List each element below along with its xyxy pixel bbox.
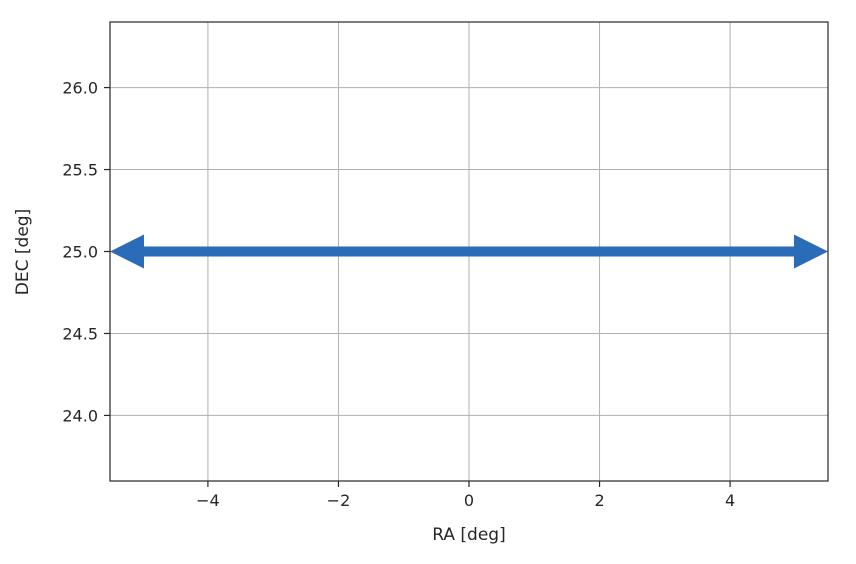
y-axis-label: DEC [deg] <box>13 209 33 295</box>
x-tick-label: 2 <box>594 491 604 510</box>
double-arrow <box>110 234 828 269</box>
y-tick-label: 25.0 <box>62 243 98 262</box>
y-tick-label: 26.0 <box>62 79 98 98</box>
x-tick-label: 4 <box>725 491 735 510</box>
x-tick-label: 0 <box>464 491 474 510</box>
y-ticks: 24.0 24.5 25.0 25.5 26.0 <box>62 79 110 425</box>
y-tick-label: 24.5 <box>62 324 98 343</box>
y-tick-label: 24.0 <box>62 406 98 425</box>
series-layer <box>110 234 828 269</box>
x-axis-label: RA [deg] <box>432 525 505 545</box>
y-tick-label: 25.5 <box>62 161 98 180</box>
x-tick-label: −2 <box>327 491 351 510</box>
x-ticks: −4 −2 0 2 4 <box>196 481 735 510</box>
x-tick-label: −4 <box>196 491 220 510</box>
